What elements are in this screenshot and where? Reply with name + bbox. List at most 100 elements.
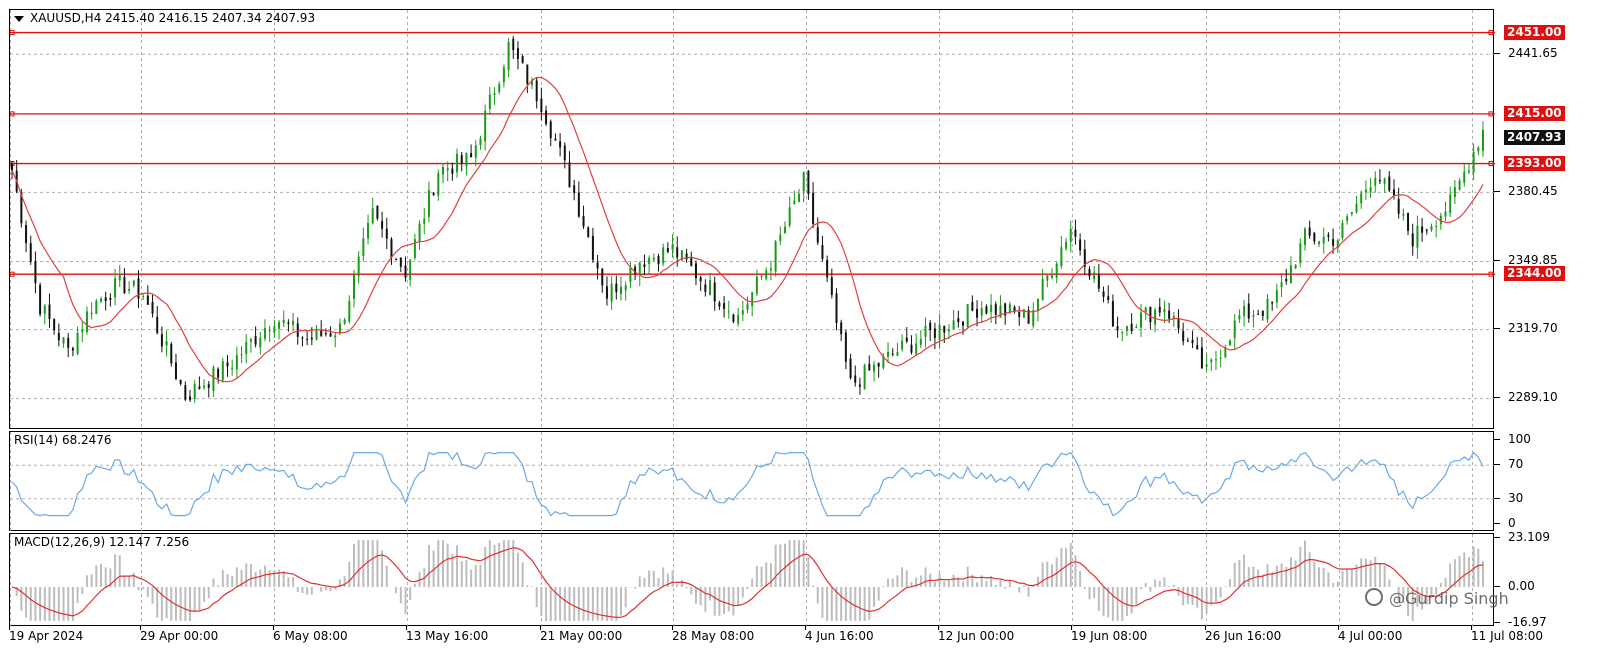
candle-body	[338, 323, 341, 334]
macd-axis-tick: -16.97	[1494, 615, 1547, 629]
candle-body	[526, 64, 529, 84]
rsi-line	[11, 451, 1484, 517]
candle-body	[493, 93, 496, 96]
candle-body	[1051, 275, 1054, 278]
candle-body	[123, 277, 126, 294]
candle-body	[39, 285, 42, 315]
price-chart-pane[interactable]: XAUUSD,H4 2415.40 2416.15 2407.34 2407.9…	[9, 9, 1495, 430]
time-axis-label: 4 Jul 00:00	[1338, 626, 1403, 643]
time-axis-label: 12 Jun 00:00	[938, 626, 1015, 643]
candle-body	[165, 341, 168, 346]
candle-body	[156, 316, 159, 333]
candle-body	[151, 301, 154, 314]
candle-body	[666, 248, 669, 252]
candle-body	[329, 333, 332, 337]
candle-body	[1294, 264, 1297, 269]
candle-body	[755, 276, 758, 294]
candle-body	[362, 238, 365, 256]
candle-body	[100, 298, 103, 302]
candle-body	[559, 141, 562, 148]
candle-body	[273, 326, 276, 333]
level-price-label[interactable]: 2415.00	[1504, 105, 1565, 121]
rsi-axis: 100 70 30 0	[1494, 431, 1600, 531]
level-anchor-right[interactable]	[1488, 111, 1494, 117]
candle-body	[1069, 228, 1072, 242]
candle-body	[1083, 249, 1086, 267]
candle-body	[1093, 272, 1096, 280]
candle-body	[601, 268, 604, 286]
rsi-pane[interactable]: RSI(14) 68.2476	[9, 431, 1495, 532]
candle-body	[798, 193, 801, 202]
candle-body	[938, 324, 941, 340]
candle-body	[896, 352, 899, 356]
candle-body	[1261, 311, 1264, 316]
candle-body	[306, 338, 309, 340]
level-anchor-left[interactable]	[10, 271, 15, 277]
candle-body	[1079, 239, 1082, 251]
watermark: @Gurdip Singh	[1365, 588, 1509, 608]
level-price-label[interactable]: 2344.00	[1504, 266, 1565, 282]
candle-body	[1107, 296, 1110, 300]
level-price-label[interactable]: 2451.00	[1504, 24, 1565, 40]
candle-body	[1111, 301, 1114, 327]
candle-body	[1299, 243, 1302, 263]
symbol-header-text: XAUUSD,H4 2415.40 2416.15 2407.34 2407.9…	[30, 11, 316, 25]
candle-body	[212, 367, 215, 392]
candle-body	[320, 329, 323, 336]
candle-body	[802, 172, 805, 192]
candle-body	[1233, 320, 1236, 338]
candle-body	[1364, 189, 1367, 193]
chart-menu-arrow-icon[interactable]	[14, 15, 24, 22]
candle-body	[1088, 269, 1091, 277]
candle-body	[20, 192, 23, 224]
candle-body	[812, 192, 815, 224]
price-axis[interactable]: 2441.65 2380.45 2349.85 2319.70 2289.10 2451.…	[1494, 9, 1600, 429]
price-chart-canvas[interactable]	[10, 10, 1495, 430]
time-axis-label: 29 Apr 00:00	[140, 626, 219, 643]
level-price-label[interactable]: 2393.00	[1504, 155, 1565, 171]
candle-body	[587, 227, 590, 237]
candle-body	[1102, 291, 1105, 297]
candle-body	[760, 276, 763, 278]
level-anchor-right[interactable]	[1488, 30, 1494, 36]
candle-body	[868, 363, 871, 371]
candle-body	[1224, 347, 1227, 358]
candle-body	[615, 283, 618, 293]
candle-body	[315, 329, 318, 340]
watermark-text: @Gurdip Singh	[1389, 589, 1509, 608]
candle-body	[1032, 310, 1035, 327]
macd-pane[interactable]: MACD(12,26,9) 12.147 7.256	[9, 533, 1495, 627]
rsi-canvas[interactable]	[10, 432, 1495, 532]
candle-body	[390, 239, 393, 258]
time-axis-label: 6 May 08:00	[273, 626, 348, 643]
candle-body	[1425, 230, 1428, 232]
macd-canvas[interactable]	[10, 534, 1495, 627]
level-anchor-left[interactable]	[10, 30, 15, 36]
candle-body	[1266, 298, 1269, 320]
candle-body	[263, 328, 266, 339]
current-price-label: 2407.93	[1504, 129, 1565, 145]
candle-body	[25, 225, 28, 244]
time-axis[interactable]: 19 Apr 2024 29 Apr 00:00 6 May 08:00 13 May…	[9, 626, 1543, 652]
candle-body	[1444, 211, 1447, 217]
candle-body	[334, 335, 337, 338]
macd-axis-tick: 23.109	[1494, 530, 1550, 544]
candle-body	[1018, 311, 1021, 317]
candle-body	[456, 153, 459, 173]
price-axis-tick: 2289.10	[1494, 390, 1558, 404]
candle-body	[11, 163, 13, 171]
macd-axis: 23.109 0.00 -16.97	[1494, 530, 1600, 629]
candle-body	[1467, 170, 1470, 173]
candle-body	[929, 322, 932, 331]
candle-body	[1421, 226, 1424, 233]
candle-body	[67, 337, 70, 348]
candle-body	[423, 218, 426, 224]
level-anchor-right[interactable]	[1488, 161, 1494, 167]
candle-body	[1219, 357, 1222, 359]
level-anchor-left[interactable]	[10, 111, 15, 117]
candle-body	[844, 332, 847, 362]
rsi-axis-tick: 30	[1494, 491, 1523, 505]
candle-body	[685, 253, 688, 260]
candle-body	[629, 267, 632, 283]
level-anchor-right[interactable]	[1488, 271, 1494, 277]
